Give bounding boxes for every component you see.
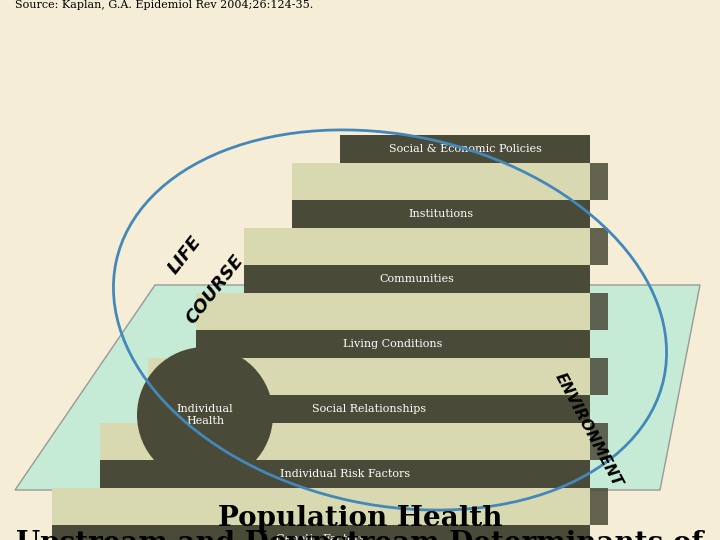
Bar (148, 395, 590, 423)
Bar (590, 358, 608, 395)
Text: Social Relationships: Social Relationships (312, 404, 426, 414)
Bar (590, 163, 608, 200)
Bar (340, 135, 590, 163)
Text: COURSE: COURSE (183, 252, 248, 328)
Text: Genetic Factors: Genetic Factors (276, 534, 366, 540)
Bar (292, 163, 590, 200)
Bar (590, 293, 608, 330)
Text: Upstream and Downstream Determinants of: Upstream and Downstream Determinants of (17, 530, 703, 540)
Text: Communities: Communities (379, 274, 454, 284)
Text: Source: Kaplan, G.A. Epidemiol Rev 2004;26:124-35.: Source: Kaplan, G.A. Epidemiol Rev 2004;… (15, 0, 313, 10)
Bar (100, 460, 590, 488)
Bar (244, 265, 590, 293)
Circle shape (137, 347, 273, 483)
Polygon shape (15, 285, 700, 490)
Text: Social & Economic Policies: Social & Economic Policies (389, 144, 541, 154)
Bar (52, 525, 590, 540)
Bar (590, 488, 608, 525)
Bar (590, 423, 608, 460)
Text: Population Health: Population Health (217, 505, 503, 532)
Bar (196, 293, 590, 330)
Bar (292, 200, 590, 228)
Bar (244, 228, 590, 265)
Text: Individual
Health: Individual Health (176, 404, 233, 426)
Text: Individual Risk Factors: Individual Risk Factors (280, 469, 410, 479)
Bar (100, 423, 590, 460)
Bar (196, 330, 590, 358)
Text: Living Conditions: Living Conditions (343, 339, 443, 349)
Text: Institutions: Institutions (408, 209, 474, 219)
Text: ENVIRONMENT: ENVIRONMENT (552, 370, 624, 489)
Bar (590, 228, 608, 265)
Bar (148, 358, 590, 395)
Text: LIFE: LIFE (165, 233, 205, 278)
Bar (52, 488, 590, 525)
